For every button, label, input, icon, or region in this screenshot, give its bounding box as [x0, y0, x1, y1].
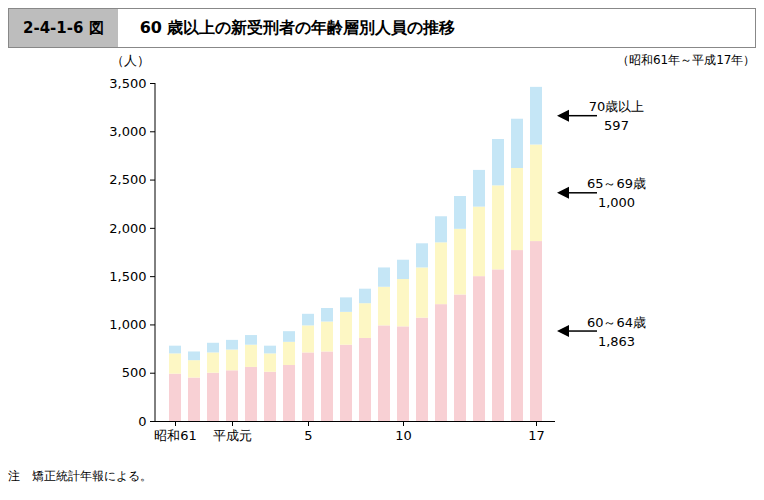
svg-text:60～64歳: 60～64歳	[587, 315, 646, 330]
html-text:注 矯正統計年報による。: 注 矯正統計年報による。	[8, 469, 152, 483]
svg-text:2,500: 2,500	[109, 172, 146, 187]
svg-text:10: 10	[395, 428, 412, 443]
svg-text:5: 5	[304, 428, 312, 443]
svg-text:1,000: 1,000	[598, 195, 635, 210]
svg-text:1,500: 1,500	[109, 269, 146, 284]
svg-text:1,863: 1,863	[598, 334, 635, 349]
html-text:60 歳以上の新受刑者の年齢層別人員の推移: 60 歳以上の新受刑者の年齢層別人員の推移	[139, 17, 456, 37]
svg-text:65～69歳: 65～69歳	[587, 176, 646, 191]
svg-text:3,000: 3,000	[109, 124, 146, 139]
svg-text:597: 597	[604, 118, 629, 133]
svg-text:（昭和61年～平成17年）: （昭和61年～平成17年）	[617, 53, 756, 67]
svg-text:500: 500	[122, 365, 147, 380]
svg-text:昭和61: 昭和61	[154, 428, 197, 443]
svg-text:17: 17	[528, 428, 545, 443]
svg-text:（人）: （人）	[111, 53, 150, 68]
svg-text:0: 0	[138, 414, 146, 429]
svg-text:70歳以上: 70歳以上	[589, 99, 645, 114]
svg-text:3,500: 3,500	[109, 76, 146, 91]
svg-text:1,000: 1,000	[109, 317, 146, 332]
html-text:2-4-1-6 図: 2-4-1-6 図	[23, 18, 104, 37]
svg-text:平成元: 平成元	[213, 428, 252, 443]
svg-text:2,000: 2,000	[109, 221, 146, 236]
